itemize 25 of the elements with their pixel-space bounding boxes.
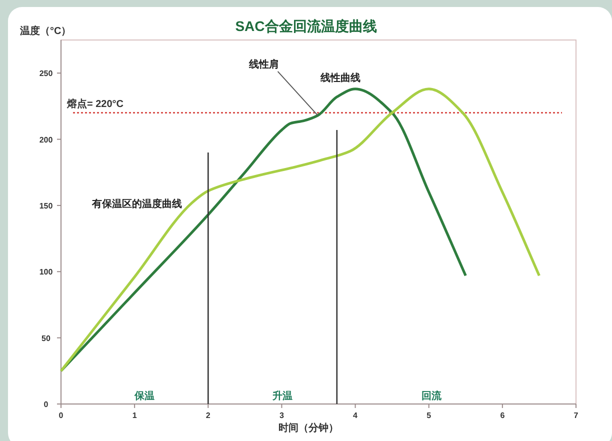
annotation: 升温 [272, 390, 293, 402]
y-axis-title: 温度（°C） [19, 25, 72, 37]
x-axis-title: 时间（分钟） [278, 422, 338, 434]
y-tick-label: 100 [39, 268, 54, 277]
y-tick-label: 250 [39, 69, 54, 78]
line-series [60, 88, 541, 372]
x-tick-label: 0 [58, 411, 64, 420]
x-tick-label: 4 [353, 411, 358, 420]
x-tick-label: 6 [500, 411, 506, 420]
x-tick-label: 1 [132, 411, 138, 420]
x-tick-label: 5 [426, 411, 432, 420]
series-label: 线性曲线 [319, 72, 360, 84]
y-tick-label: 150 [39, 201, 54, 210]
y-tick-label: 50 [42, 334, 51, 343]
x-tick-label: 3 [279, 411, 284, 420]
ref-line-label: 熔点= 220°C [66, 98, 124, 110]
chart-title: SAC合金回流温度曲线 [235, 18, 377, 34]
x-tick-label: 7 [574, 411, 579, 420]
y-tick-label: 200 [39, 135, 54, 144]
series-label: 有保温区的温度曲线 [90, 198, 182, 210]
annotation: 回流 [421, 390, 442, 402]
x-tick-label: 2 [206, 411, 211, 420]
annotation: 线性肩 [248, 58, 279, 70]
annotation: 保温 [134, 390, 155, 402]
y-tick-label: 0 [44, 400, 49, 409]
